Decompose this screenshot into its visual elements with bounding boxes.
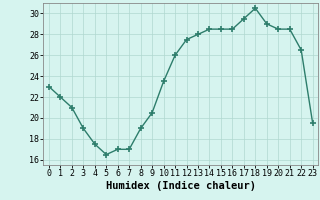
X-axis label: Humidex (Indice chaleur): Humidex (Indice chaleur) [106, 181, 256, 191]
